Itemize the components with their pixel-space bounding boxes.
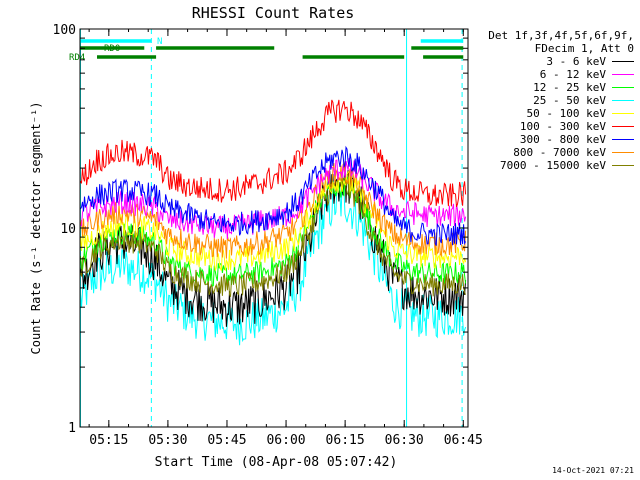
series-line-50-100-kev (80, 171, 467, 271)
legend-label: 300 - 800 keV (519, 133, 606, 146)
x-tick-label: 06:15 (326, 433, 365, 448)
legend-label: 12 - 25 keV (533, 81, 606, 94)
legend-label: 100 - 300 keV (519, 120, 606, 133)
legend-entries: 3 - 6 keV 6 - 12 keV 12 - 25 keV 25 - 50 ke… (464, 55, 634, 172)
x-tick-label: 05:45 (207, 433, 246, 448)
x-tick-label: 06:30 (385, 433, 424, 448)
y-tick-label: 10 (60, 222, 76, 237)
legend-entry: 50 - 100 keV (464, 107, 634, 120)
x-axis-label: Start Time (08-Apr-08 05:07:42) (155, 455, 398, 470)
series-line-25-50-kev (80, 187, 467, 346)
series-line-12-25-kev (80, 175, 467, 288)
legend-label: 6 - 12 keV (539, 68, 606, 81)
legend-entry: 800 - 7000 keV (464, 146, 634, 159)
y-axis-label: Count Rate (s⁻¹ detector segment⁻¹) (29, 102, 43, 355)
x-tick-label: 05:30 (148, 433, 187, 448)
legend-entry: 25 - 50 keV (464, 94, 634, 107)
legend-entry: 300 - 800 keV (464, 133, 634, 146)
legend-entry: 100 - 300 keV (464, 120, 634, 133)
y-tick-label: 1 (68, 421, 76, 436)
y-tick-label: 100 (53, 23, 76, 38)
series-line-100-300-kev (80, 99, 467, 207)
legend-label: 25 - 50 keV (533, 94, 606, 107)
state-bar-label-n: N (157, 37, 162, 47)
legend-swatch (612, 113, 634, 114)
x-tick-label: 06:45 (444, 433, 483, 448)
axes: 05:15 05:30 05:45 06:00 06:15 06:30 06:45 1 10 10… (53, 23, 483, 448)
x-tick-label: 06:00 (266, 433, 305, 448)
series-line-7000-15000-kev (80, 175, 467, 297)
state-bar-label-rd0: RD0 (104, 44, 120, 54)
legend: Det 1f,3f,4f,5f,6f,9f, FDecim 1, Att 0 3… (464, 29, 634, 172)
legend-swatch (612, 87, 634, 88)
legend-swatch (612, 152, 634, 153)
legend-swatch (612, 74, 634, 75)
legend-label: 3 - 6 keV (546, 55, 606, 68)
legend-swatch (612, 100, 634, 101)
series-line-300-800-kev (80, 145, 467, 246)
legend-label: 7000 - 15000 keV (500, 159, 606, 172)
legend-label: 50 - 100 keV (526, 107, 606, 120)
x-tick-label: 05:15 (89, 433, 128, 448)
legend-header-line-1: Det 1f,3f,4f,5f,6f,9f, (488, 29, 634, 42)
legend-entry: 7000 - 15000 keV (464, 159, 634, 172)
legend-swatch (612, 126, 634, 127)
legend-swatch (612, 139, 634, 140)
state-bar-label-rd4: RD4 (69, 53, 85, 63)
series-line-6-12-kev (80, 157, 467, 240)
footer-timestamp: 14-Oct-2021 07:21 (552, 466, 634, 475)
legend-swatch (612, 61, 634, 62)
legend-header-line-2: FDecim 1, Att 0 (534, 42, 634, 55)
legend-entry: 6 - 12 keV (464, 68, 634, 81)
legend-swatch (612, 165, 634, 166)
legend-entry: 3 - 6 keV (464, 55, 634, 68)
legend-label: 800 - 7000 keV (513, 146, 606, 159)
chart-title: RHESSI Count Rates (192, 4, 355, 22)
series-line-3-6-kev (80, 163, 467, 327)
legend-entry: 12 - 25 keV (464, 81, 634, 94)
